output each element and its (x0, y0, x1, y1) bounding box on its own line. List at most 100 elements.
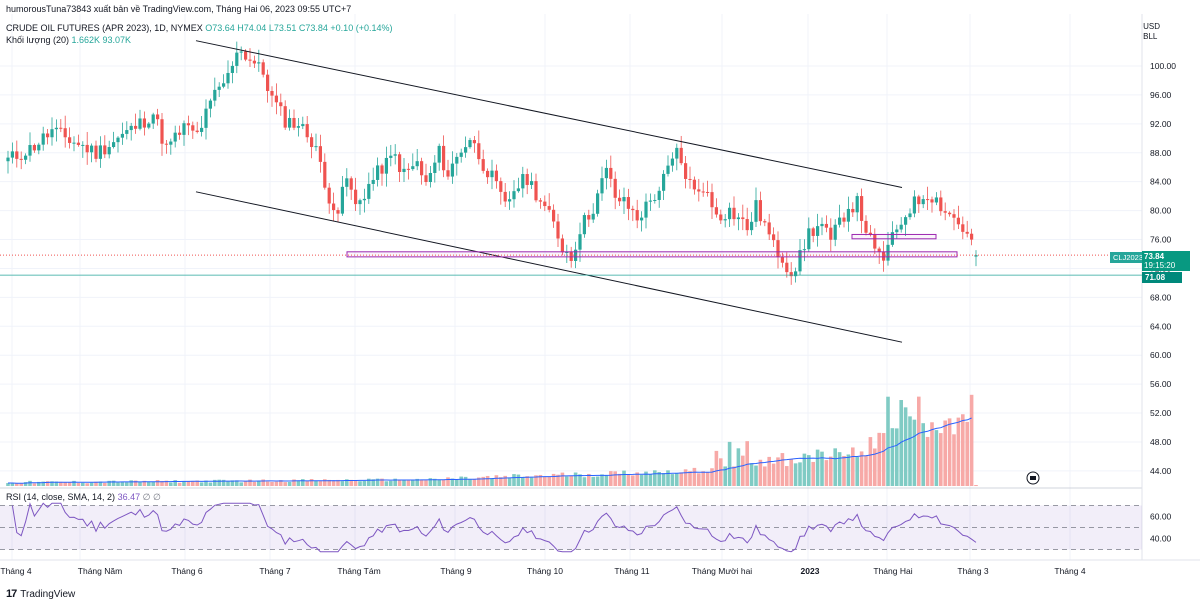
candle (640, 217, 644, 221)
candle (525, 174, 529, 185)
candle (719, 214, 723, 221)
volume-bar (283, 482, 287, 486)
volume-bar (653, 470, 657, 486)
candle (833, 224, 837, 240)
tradingview-brand[interactable]: 17 TradingView (6, 588, 75, 600)
volume-bar (859, 451, 864, 486)
candle (499, 181, 503, 192)
volume-bar (622, 470, 626, 486)
volume-bar (10, 483, 15, 486)
candle (657, 190, 661, 200)
volume-bar (886, 396, 890, 486)
volume-bar (406, 480, 411, 486)
candle (530, 181, 534, 185)
volume-bar (666, 470, 670, 486)
candle (442, 145, 446, 171)
volume-bar (635, 472, 639, 486)
candle (173, 132, 177, 142)
volume-bar (507, 478, 512, 486)
volume-bar (94, 481, 98, 486)
volume-bar (565, 476, 569, 486)
candle (926, 199, 930, 201)
candle (32, 145, 36, 151)
time-tick: Tháng Năm (78, 566, 122, 576)
volume-bar (556, 474, 560, 486)
candle (807, 228, 811, 250)
rsi-legend[interactable]: RSI (14, close, SMA, 14, 2) 36.47 ∅ ∅ (6, 492, 161, 503)
volume-bar (340, 481, 345, 486)
price-tick: 52.00 (1150, 408, 1172, 418)
time-tick: Tháng 10 (527, 566, 563, 576)
volume-bar (199, 482, 204, 486)
volume-bar (243, 481, 248, 486)
candle (512, 191, 516, 200)
candle (754, 200, 758, 222)
price-axis[interactable]: 100.0096.0092.0088.0084.0080.0076.0072.0… (1150, 61, 1176, 476)
candle (508, 199, 512, 202)
volume-bar (578, 474, 582, 486)
volume-legend[interactable]: Khối lượng (20) 1.662K 93.07K (6, 35, 131, 45)
volume-bar (279, 480, 283, 486)
volume-bar (384, 481, 389, 486)
volume-bar (261, 479, 265, 486)
volume-bar (142, 480, 147, 486)
volume-bar (494, 475, 499, 486)
candle (684, 163, 688, 179)
volume-bar (644, 471, 648, 486)
price-tick: 64.00 (1150, 321, 1172, 331)
time-axis[interactable]: Tháng 4 Tháng Năm Tháng 6 Tháng 7 Tháng Tám T… (0, 566, 1085, 576)
candle (129, 125, 133, 131)
volume-bar (670, 474, 675, 486)
candle (380, 165, 384, 174)
volume-bar (661, 473, 666, 486)
volume-bar (213, 479, 217, 486)
rsi-axis[interactable]: 60.00 40.00 (1150, 512, 1172, 544)
candle (543, 201, 547, 207)
volume-bar (446, 477, 450, 486)
symbol-legend[interactable]: CRUDE OIL FUTURES (APR 2023), 1D, NYMEX … (6, 23, 392, 33)
candle (622, 197, 626, 202)
candle (279, 102, 283, 107)
candle (349, 178, 353, 190)
volume-bar (767, 456, 771, 486)
candle (965, 231, 969, 234)
volume-bar (705, 472, 710, 486)
candle (98, 145, 102, 159)
lock-scale-icon[interactable] (1026, 471, 1040, 485)
candle (802, 249, 806, 251)
candle (547, 206, 551, 210)
candle (10, 151, 14, 158)
candle (582, 215, 586, 235)
candle (758, 200, 762, 222)
candle (252, 60, 256, 64)
candle (829, 227, 833, 240)
candle (917, 196, 921, 205)
volume-bar (235, 480, 239, 486)
candle (789, 272, 793, 277)
candle (230, 65, 234, 73)
candle (477, 143, 481, 160)
rsi-tick: 60.00 (1150, 512, 1172, 522)
candle (208, 100, 212, 109)
rsi-extra: ∅ ∅ (142, 492, 161, 502)
drawings[interactable] (0, 40, 1142, 343)
volume-bar (208, 482, 213, 486)
volume-bar (833, 448, 837, 486)
volume-bar (37, 481, 41, 486)
candle (428, 173, 432, 183)
volume-bar (573, 472, 578, 486)
candle (472, 140, 476, 144)
volume-bar (609, 471, 613, 486)
volume-bar (732, 466, 736, 486)
candle (842, 217, 846, 222)
volume-bar (969, 394, 974, 486)
volume-bar (397, 479, 402, 486)
candle (94, 145, 98, 159)
volume-bar (657, 472, 661, 486)
volume-bar (331, 480, 336, 486)
price-tick: 88.00 (1150, 148, 1172, 158)
volume-bar (890, 428, 895, 486)
candle (574, 249, 578, 261)
candle (222, 83, 226, 87)
